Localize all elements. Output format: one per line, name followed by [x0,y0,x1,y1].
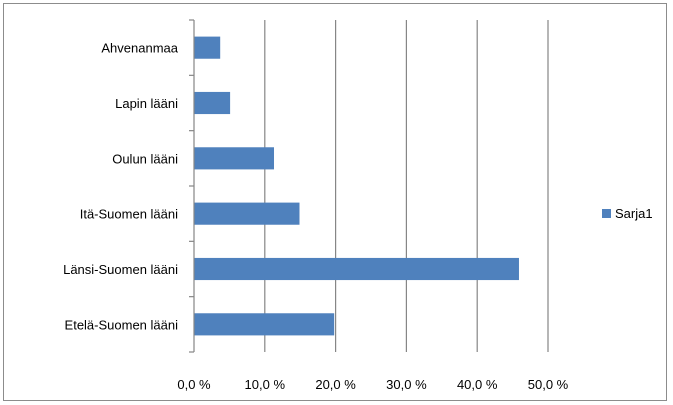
tick-labels: 0,0 % 10,0 % 20,0 % 30,0 % 40,0 % 50,0 % Ahven… [63,41,569,392]
axes [189,19,195,353]
bar [194,313,335,336]
x-tick-label: 10,0 % [245,377,286,392]
category-label: Lapin lääni [115,96,178,111]
x-tick-label: 50,0 % [528,377,569,392]
x-tick-label: 20,0 % [315,377,356,392]
bar [194,257,519,281]
legend-swatch [602,209,611,218]
bar [194,91,231,115]
bar [194,202,300,225]
bar [194,36,221,59]
category-label: Länsi-Suomen lääni [63,262,178,277]
x-tick-label: 0,0 % [177,377,211,392]
category-label: Ahvenanmaa [101,41,178,56]
gridlines [264,20,549,352]
x-tick-label: 40,0 % [457,377,498,392]
legend: Sarja1 [602,206,653,221]
x-tick-label: 30,0 % [386,377,427,392]
category-label: Itä-Suomen lääni [80,207,178,222]
category-label: Etelä-Suomen lääni [65,317,179,332]
category-label: Oulun lääni [112,151,178,166]
bar [194,147,275,170]
legend-label: Sarja1 [615,206,653,221]
bars [194,36,519,336]
